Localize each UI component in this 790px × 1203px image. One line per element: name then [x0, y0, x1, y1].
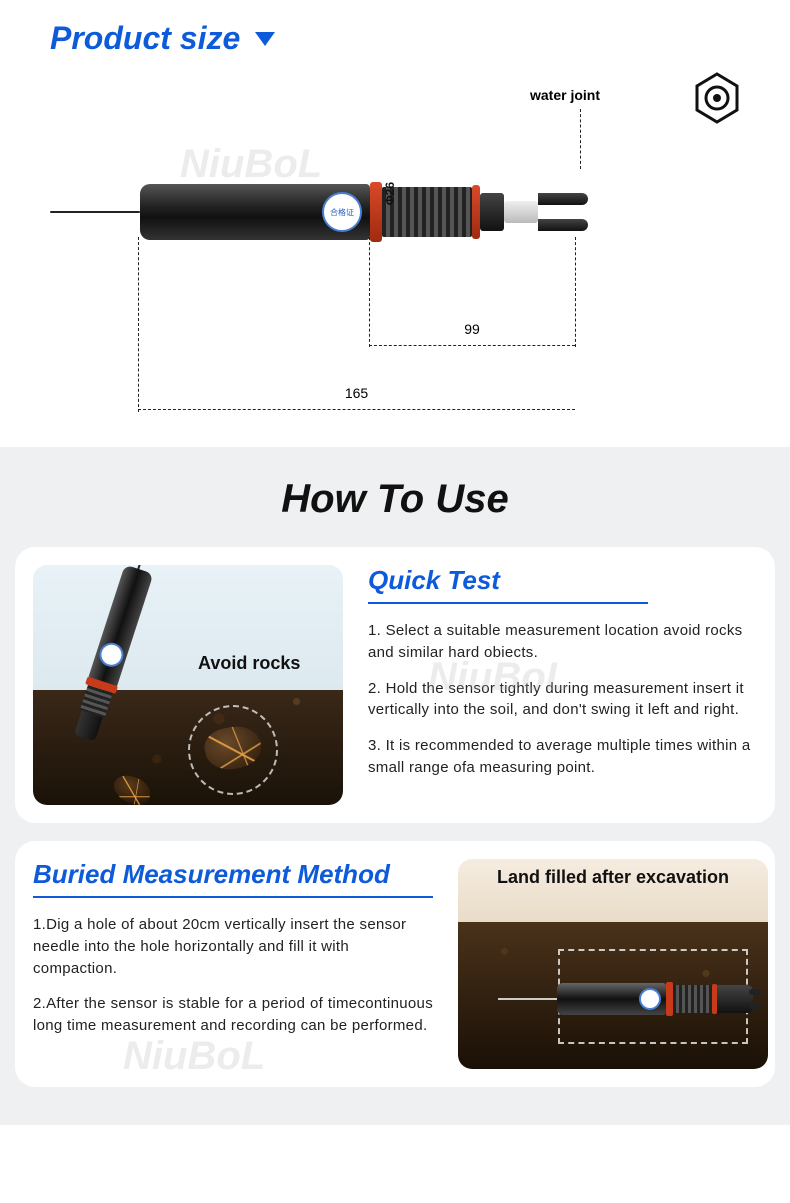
- buried-step-1: 1.Dig a hole of about 20cm vertically in…: [33, 914, 433, 979]
- sensor-cable: [50, 211, 140, 213]
- land-filled-label: Land filled after excavation: [458, 867, 768, 888]
- water-joint-label: water joint: [530, 87, 600, 103]
- how-to-use-title: How To Use: [15, 477, 775, 522]
- quick-test-image: Avoid rocks: [33, 565, 343, 805]
- dim-line: [575, 237, 576, 347]
- buried-heading: Buried Measurement Method: [33, 859, 433, 890]
- watermark: NiuBoL: [123, 1034, 265, 1079]
- avoid-rocks-label: Avoid rocks: [198, 653, 300, 674]
- triangle-down-icon: [255, 32, 275, 46]
- dim-line: [138, 409, 575, 410]
- watermark: NiuBoL: [180, 142, 322, 187]
- buried-step-2: 2.After the sensor is stable for a perio…: [33, 993, 433, 1037]
- product-diagram: NiuBoL water joint 合格证 Φ26 99 165: [50, 87, 740, 407]
- quick-test-step-3: 3. It is recommended to average multiple…: [368, 735, 757, 779]
- diameter-label: Φ26: [383, 182, 397, 205]
- buried-text: Buried Measurement Method 1.Dig a hole o…: [33, 859, 433, 1069]
- buried-image: Land filled after excavation: [458, 859, 768, 1069]
- water-joint-leader-line: [580, 109, 581, 169]
- buried-method-card: Buried Measurement Method 1.Dig a hole o…: [15, 841, 775, 1087]
- quick-test-heading: Quick Test: [368, 565, 757, 596]
- how-to-use-section: How To Use Avoid rocks Quick Test 1. Sel…: [0, 447, 790, 1125]
- product-size-section: Product size NiuBoL water joint 合格证 Φ26: [0, 0, 790, 447]
- quick-test-text: Quick Test 1. Select a suitable measurem…: [368, 565, 757, 805]
- product-size-title-row: Product size: [50, 20, 740, 57]
- dimension-99: 99: [369, 321, 575, 337]
- sensor-o-ring-2: [472, 185, 480, 239]
- quick-test-card: Avoid rocks Quick Test 1. Select a suita…: [15, 547, 775, 823]
- quick-test-step-1: 1. Select a suitable measurement locatio…: [368, 620, 757, 664]
- heading-rule: [33, 896, 433, 898]
- sensor-tip: [480, 187, 590, 237]
- dim-line: [369, 345, 575, 346]
- sensor-body: 合格证: [140, 184, 370, 240]
- quick-test-step-2: 2. Hold the sensor tightly during measur…: [368, 678, 757, 722]
- heading-rule: [368, 602, 648, 604]
- buried-sensor-icon: [498, 979, 753, 1019]
- dimension-165: 165: [138, 385, 575, 401]
- sensor-qc-label: 合格证: [322, 192, 362, 232]
- product-size-title: Product size: [50, 20, 240, 57]
- sensor-o-ring: [370, 182, 382, 242]
